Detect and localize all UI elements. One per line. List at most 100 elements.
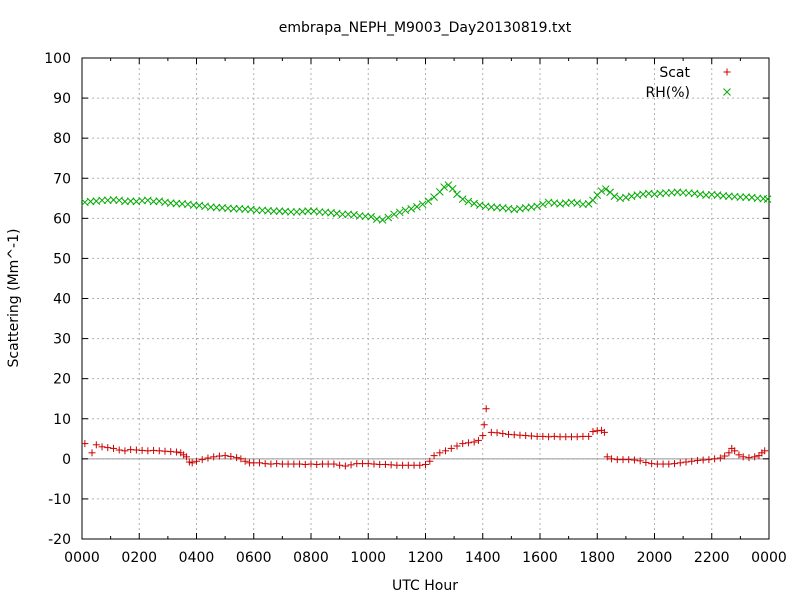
data-point bbox=[585, 432, 593, 440]
data-point bbox=[464, 197, 473, 206]
data-point bbox=[589, 428, 597, 436]
data-point bbox=[736, 193, 745, 201]
data-point bbox=[671, 460, 679, 468]
data-point bbox=[395, 208, 404, 217]
data-point bbox=[422, 460, 429, 468]
legend: Scat RH(%) bbox=[646, 65, 731, 101]
data-point bbox=[608, 455, 616, 463]
data-point bbox=[109, 444, 117, 452]
data-point bbox=[401, 206, 410, 215]
data-point bbox=[474, 436, 482, 444]
series-rh bbox=[81, 181, 772, 224]
data-point bbox=[252, 206, 261, 215]
data-point bbox=[304, 207, 312, 215]
series-layer bbox=[81, 181, 772, 470]
data-point bbox=[725, 449, 733, 457]
data-point bbox=[287, 208, 295, 216]
x-tick-label: 0800 bbox=[293, 550, 329, 566]
data-point bbox=[603, 453, 611, 461]
y-tick-label: -10 bbox=[48, 492, 71, 508]
data-point bbox=[378, 216, 387, 224]
data-point bbox=[600, 428, 608, 436]
y-tick-label: 30 bbox=[53, 332, 71, 348]
data-point bbox=[241, 457, 249, 465]
x-tick-label: 0000 bbox=[64, 550, 100, 566]
data-point bbox=[98, 196, 106, 205]
data-point bbox=[597, 187, 606, 195]
data-point bbox=[172, 448, 180, 456]
axis-ticks: -20 -10 0 10 20 30 40 50 60 70 80 90 100 0000 0200 0400… bbox=[44, 51, 787, 566]
data-point bbox=[430, 452, 438, 460]
y-tick-label: 10 bbox=[53, 412, 71, 428]
data-point bbox=[464, 439, 472, 447]
data-point bbox=[470, 438, 478, 446]
data-point bbox=[493, 429, 501, 437]
data-point bbox=[198, 456, 206, 464]
x-tick-label: 2000 bbox=[637, 550, 673, 566]
data-point bbox=[676, 459, 684, 467]
data-point bbox=[98, 443, 106, 451]
data-point bbox=[453, 442, 461, 450]
x-tick-label: 0600 bbox=[236, 550, 272, 566]
data-point bbox=[721, 452, 729, 460]
data-point bbox=[499, 430, 507, 438]
data-point bbox=[539, 200, 547, 209]
data-point bbox=[745, 454, 753, 462]
series-scat bbox=[81, 405, 769, 470]
data-point bbox=[459, 440, 467, 448]
data-point bbox=[338, 210, 347, 219]
data-point bbox=[193, 457, 200, 465]
x-tick-label: 0400 bbox=[179, 550, 215, 566]
data-point bbox=[104, 444, 112, 452]
data-point bbox=[589, 196, 597, 205]
data-point bbox=[121, 447, 129, 455]
data-point bbox=[88, 449, 96, 457]
data-point bbox=[442, 447, 450, 455]
y-tick-label: 50 bbox=[53, 251, 71, 267]
x-tick-label: 1400 bbox=[465, 550, 501, 566]
data-point bbox=[347, 461, 355, 469]
data-point bbox=[482, 405, 490, 413]
data-point bbox=[204, 454, 212, 462]
data-point bbox=[731, 447, 739, 455]
data-point bbox=[367, 212, 375, 221]
y-tick-label: 90 bbox=[53, 91, 71, 107]
data-point bbox=[330, 460, 338, 468]
y-tick-label: 20 bbox=[53, 372, 71, 388]
data-point bbox=[636, 457, 644, 465]
data-point bbox=[407, 204, 416, 213]
data-point bbox=[188, 459, 196, 467]
data-point bbox=[448, 184, 457, 193]
data-point bbox=[182, 453, 190, 461]
data-point bbox=[413, 202, 421, 211]
x-tick-label: 1200 bbox=[408, 550, 444, 566]
data-point bbox=[601, 185, 610, 193]
x-tick-label: 1800 bbox=[579, 550, 615, 566]
chart-title: embrapa_NEPH_M9003_Day20130819.txt bbox=[279, 20, 572, 36]
x-tick-label: 1600 bbox=[522, 550, 558, 566]
data-point bbox=[416, 461, 424, 469]
data-point bbox=[384, 213, 393, 222]
data-point bbox=[480, 421, 488, 429]
x-tick-label: 0200 bbox=[121, 550, 157, 566]
data-point bbox=[711, 455, 719, 463]
data-point bbox=[761, 447, 769, 455]
legend-marker bbox=[723, 68, 731, 76]
data-point bbox=[269, 207, 278, 215]
data-point bbox=[716, 454, 724, 462]
data-point bbox=[682, 458, 690, 466]
data-point bbox=[229, 204, 238, 213]
data-point bbox=[227, 452, 235, 460]
data-point bbox=[115, 446, 123, 454]
y-tick-label: 80 bbox=[53, 131, 71, 147]
data-point bbox=[210, 453, 218, 461]
data-point bbox=[424, 197, 433, 205]
legend-label: Scat bbox=[659, 65, 690, 81]
x-tick-label: 0000 bbox=[751, 550, 787, 566]
y-tick-label: 60 bbox=[53, 211, 71, 227]
x-tick-label: 2200 bbox=[694, 550, 730, 566]
data-point bbox=[458, 195, 467, 203]
data-point bbox=[336, 461, 344, 469]
y-tick-label: 100 bbox=[44, 51, 71, 67]
